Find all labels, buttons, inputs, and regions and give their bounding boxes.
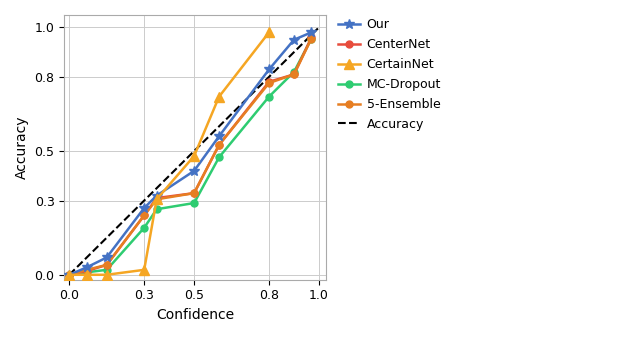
- Line: CenterNet: CenterNet: [66, 34, 315, 278]
- CertainNet: [140, 268, 148, 272]
- 5-Ensemble: [290, 72, 298, 76]
- CenterNet: [308, 35, 316, 39]
- CertainNet: [190, 154, 198, 158]
- MC-Dropout: [290, 70, 298, 74]
- CertainNet: [265, 30, 273, 34]
- Y-axis label: Accuracy: Accuracy: [15, 116, 29, 179]
- MC-Dropout: [65, 273, 73, 277]
- MC-Dropout: [153, 207, 161, 211]
- CenterNet: [290, 72, 298, 76]
- 5-Ensemble: [140, 213, 148, 217]
- Our: [265, 67, 273, 71]
- Our: [308, 30, 316, 34]
- Our: [215, 134, 223, 138]
- 5-Ensemble: [103, 263, 111, 267]
- Our: [83, 265, 91, 269]
- X-axis label: Confidence: Confidence: [156, 308, 234, 322]
- CenterNet: [190, 191, 198, 195]
- Our: [290, 38, 298, 42]
- CenterNet: [153, 196, 161, 200]
- CenterNet: [103, 263, 111, 267]
- 5-Ensemble: [83, 268, 91, 272]
- CenterNet: [65, 273, 73, 277]
- MC-Dropout: [103, 268, 111, 272]
- CenterNet: [140, 213, 148, 217]
- 5-Ensemble: [153, 197, 161, 201]
- Line: CertainNet: CertainNet: [65, 27, 274, 280]
- Our: [103, 255, 111, 259]
- MC-Dropout: [140, 226, 148, 230]
- 5-Ensemble: [265, 81, 273, 85]
- CertainNet: [65, 273, 73, 277]
- CertainNet: [83, 273, 91, 277]
- Our: [65, 273, 73, 277]
- Our: [140, 206, 148, 210]
- 5-Ensemble: [190, 191, 198, 195]
- Our: [153, 193, 161, 197]
- 5-Ensemble: [65, 273, 73, 277]
- Line: 5-Ensemble: 5-Ensemble: [66, 35, 315, 278]
- Our: [190, 169, 198, 173]
- 5-Ensemble: [308, 36, 316, 40]
- CertainNet: [215, 95, 223, 99]
- CenterNet: [265, 80, 273, 84]
- MC-Dropout: [83, 270, 91, 274]
- MC-Dropout: [190, 201, 198, 205]
- MC-Dropout: [215, 155, 223, 159]
- Legend: Our, CenterNet, CertainNet, MC-Dropout, 5-Ensemble, Accuracy: Our, CenterNet, CertainNet, MC-Dropout, …: [335, 16, 444, 133]
- Line: MC-Dropout: MC-Dropout: [66, 35, 315, 278]
- 5-Ensemble: [215, 143, 223, 147]
- CertainNet: [103, 273, 111, 277]
- MC-Dropout: [265, 95, 273, 99]
- Line: Our: Our: [65, 27, 316, 280]
- CenterNet: [215, 143, 223, 147]
- CenterNet: [83, 269, 91, 273]
- CertainNet: [153, 197, 161, 201]
- MC-Dropout: [308, 36, 316, 40]
